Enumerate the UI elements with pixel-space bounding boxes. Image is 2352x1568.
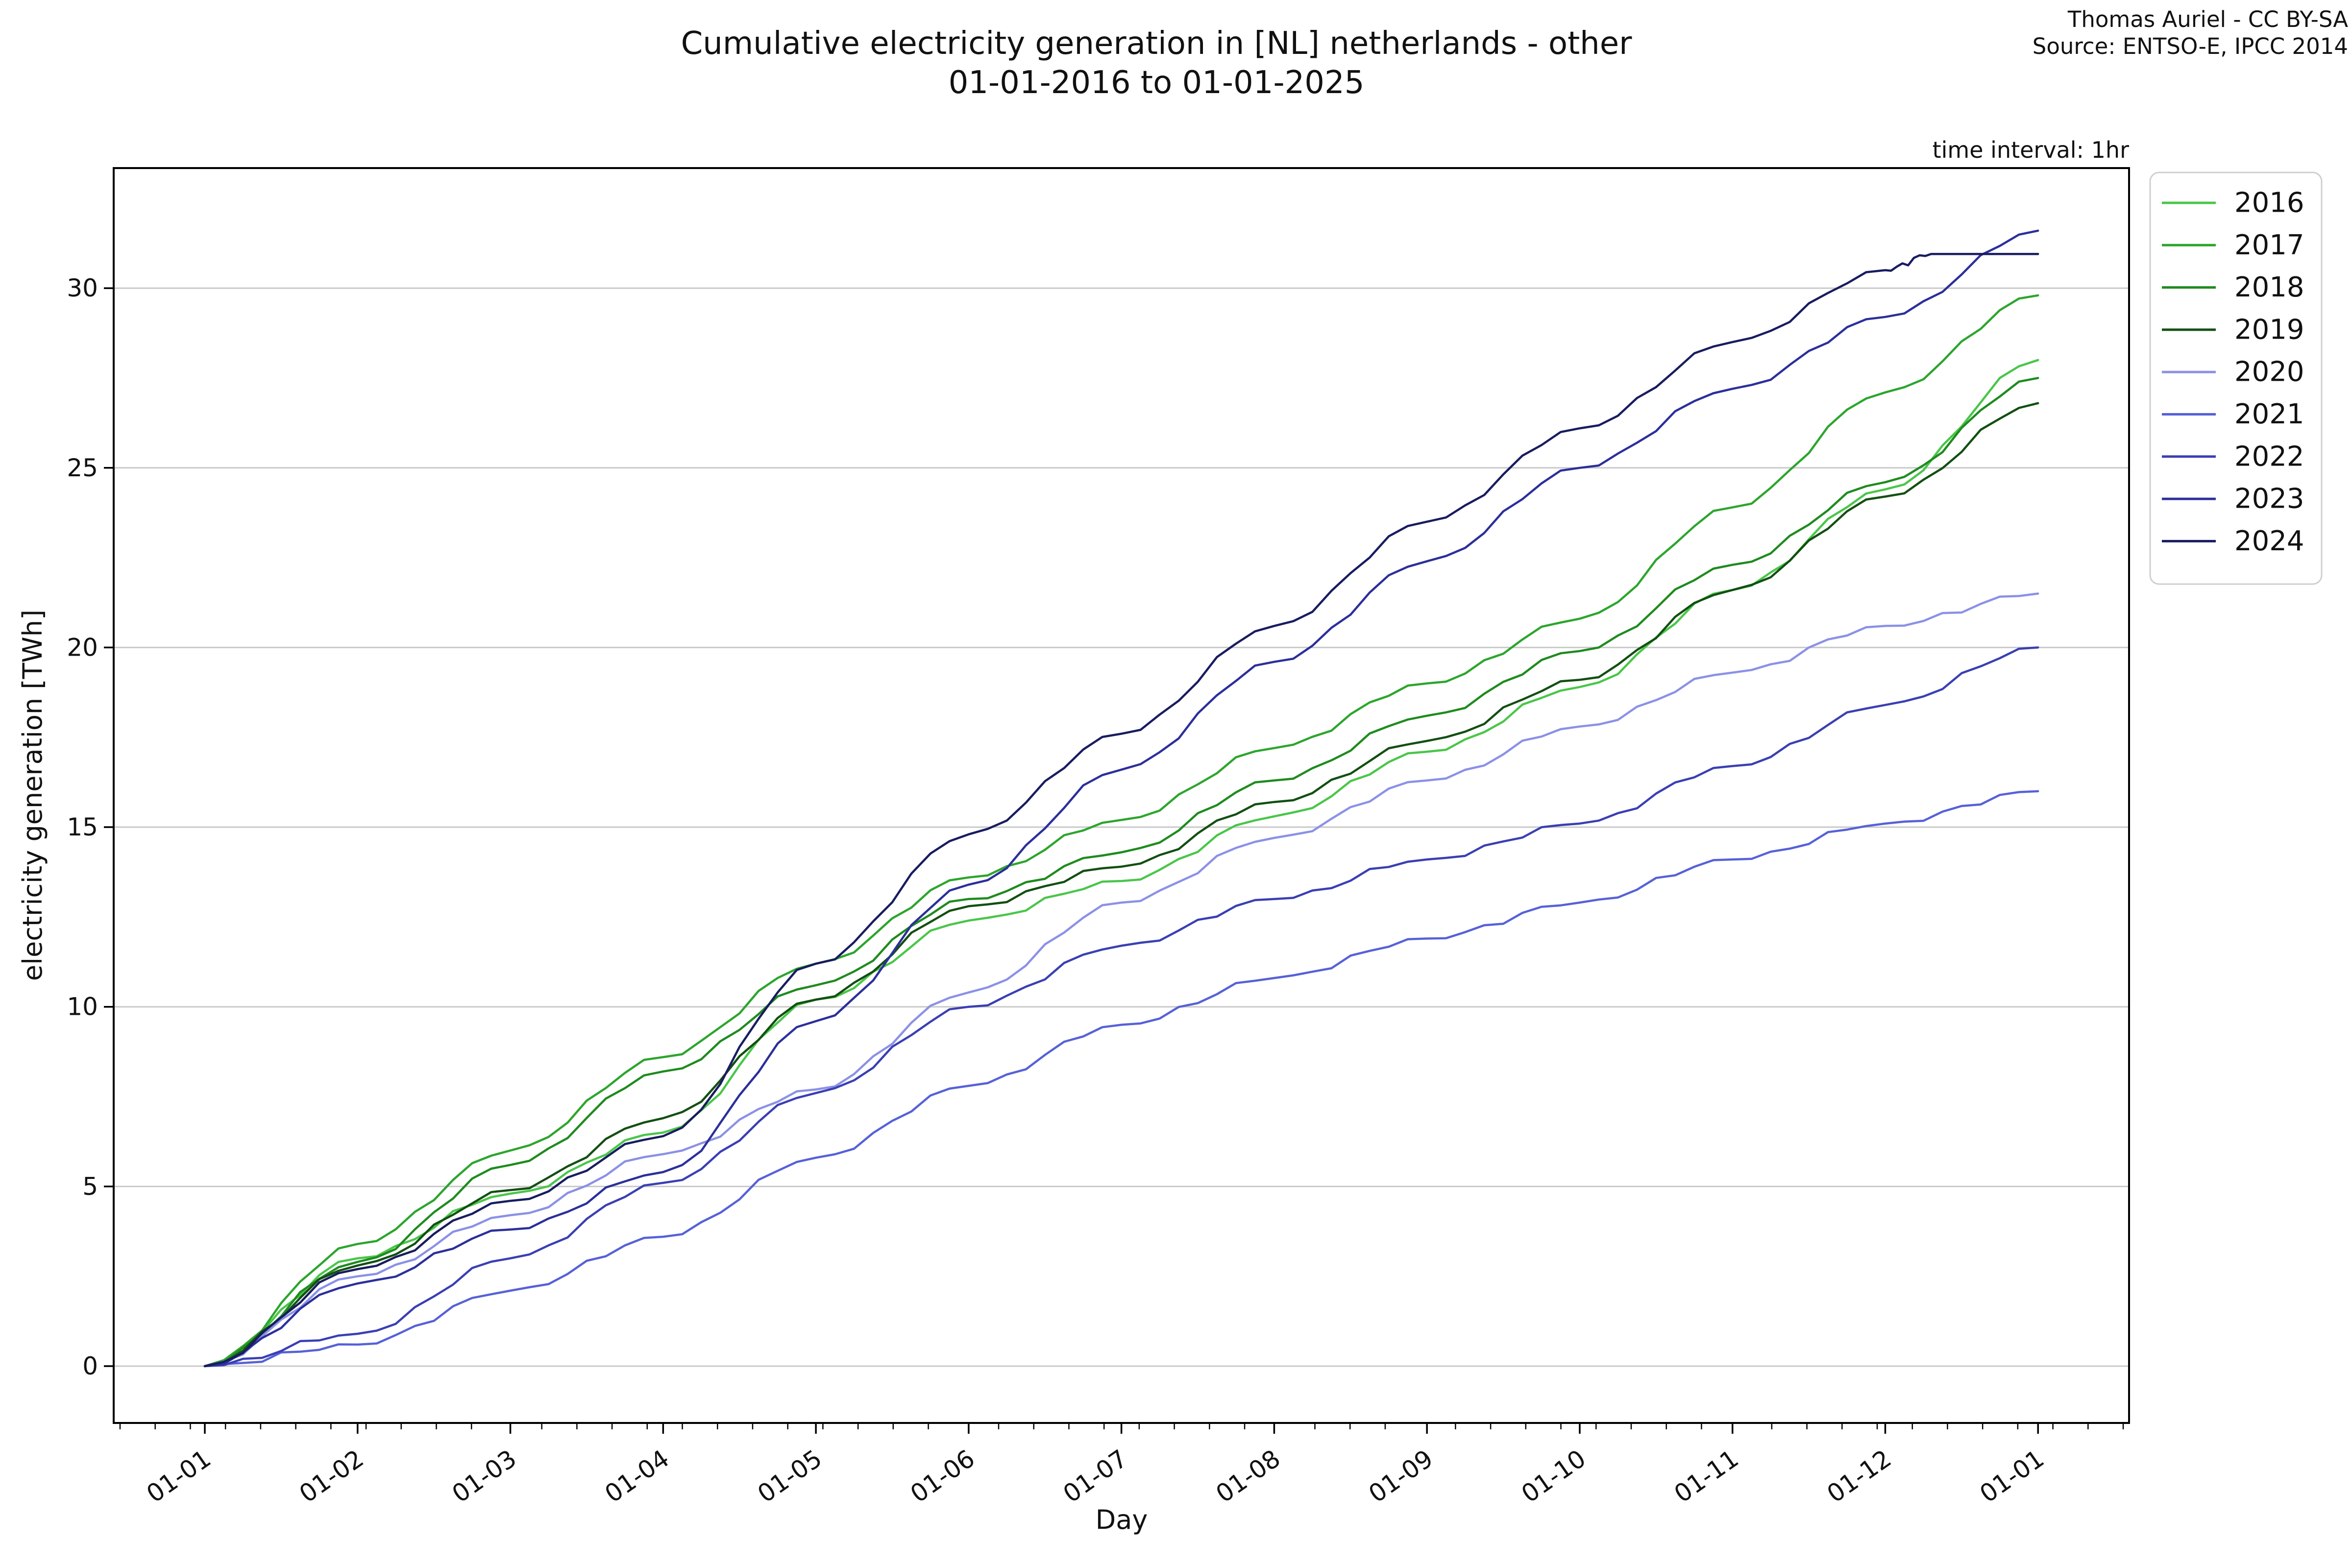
x-tick-label: 01-01 xyxy=(1975,1444,2049,1508)
axis-ticks xyxy=(104,287,2124,1434)
legend-box xyxy=(2149,172,2323,585)
legend-label-2023: 2023 xyxy=(2234,483,2304,515)
x-tick-label: 01-01 xyxy=(142,1444,216,1508)
y-tick-label: 30 xyxy=(67,274,98,302)
legend-label-2017: 2017 xyxy=(2234,229,2304,261)
x-tick-label: 01-07 xyxy=(1058,1444,1132,1508)
y-tick-label: 20 xyxy=(67,633,98,662)
x-tick-label: 01-02 xyxy=(294,1444,368,1508)
legend-label-2020: 2020 xyxy=(2234,356,2304,388)
legend-label-2022: 2022 xyxy=(2234,441,2304,472)
x-tick-label: 01-05 xyxy=(753,1444,827,1508)
x-tick-label: 01-06 xyxy=(905,1444,980,1508)
series-line-2018 xyxy=(203,377,2039,1368)
legend-label-2021: 2021 xyxy=(2234,398,2304,430)
y-tick-label: 10 xyxy=(67,993,98,1021)
x-tick-label: 01-12 xyxy=(1822,1444,1896,1508)
chart-title-line2: 01-01-2016 to 01-01-2025 xyxy=(949,65,1365,101)
series-line-2016 xyxy=(203,359,2039,1368)
axis-tick-labels: 0 5 10 15 20 25 30 01-01 01-02 01-03 01-04 01-05 01-… xyxy=(67,274,2049,1508)
time-interval-note: time interval: 1hr xyxy=(1933,137,2129,163)
series-lines xyxy=(203,229,2039,1368)
x-tick-label: 01-11 xyxy=(1669,1444,1743,1508)
y-tick-label: 15 xyxy=(67,813,98,841)
series-line-2024 xyxy=(203,253,2039,1368)
x-tick-label: 01-09 xyxy=(1364,1444,1438,1508)
series-line-2019 xyxy=(203,402,2039,1368)
legend-label-2018: 2018 xyxy=(2234,271,2304,303)
x-tick-label: 01-08 xyxy=(1211,1444,1285,1508)
chart-title-line1: Cumulative electricity generation in [NL… xyxy=(681,25,1633,62)
x-axis-label: Day xyxy=(1096,1504,1148,1535)
x-tick-label: 01-10 xyxy=(1517,1444,1591,1508)
series-line-2017 xyxy=(203,294,2039,1368)
x-tick-label: 01-03 xyxy=(447,1444,521,1508)
y-tick-label: 25 xyxy=(67,454,98,482)
y-tick-label: 0 xyxy=(82,1352,98,1380)
attribution-line1: Thomas Auriel - CC BY-SA xyxy=(2067,6,2348,32)
legend-label-2024: 2024 xyxy=(2234,525,2304,557)
series-line-2023 xyxy=(203,229,2039,1368)
legend-label-2019: 2019 xyxy=(2234,314,2304,345)
x-tick-label: 01-04 xyxy=(600,1444,674,1508)
axes-spines xyxy=(113,167,2130,1424)
series-line-2022 xyxy=(203,646,2039,1368)
attribution-line2: Source: ENTSO-E, IPCC 2014 xyxy=(2033,33,2348,59)
y-axis-label: electricity generation [TWh] xyxy=(17,610,48,981)
y-tick-label: 5 xyxy=(82,1172,98,1200)
gridlines xyxy=(114,287,2129,1367)
plot-border xyxy=(113,167,2130,1424)
legend-label-2016: 2016 xyxy=(2234,187,2304,219)
series-line-2021 xyxy=(203,790,2039,1368)
series-line-2020 xyxy=(203,592,2039,1368)
legend: 2016 2017 2018 2019 2020 2021 2022 2023 2024 xyxy=(2149,172,2323,585)
